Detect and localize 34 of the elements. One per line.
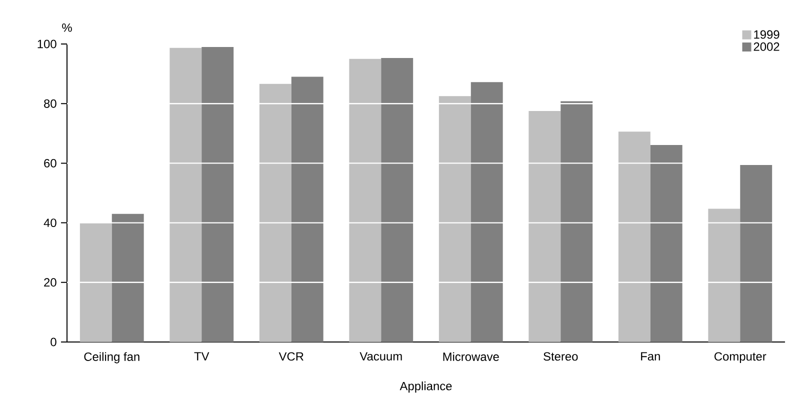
bar — [618, 132, 650, 342]
x-tick-label: Computer — [714, 352, 766, 364]
x-tick-label: Vacuum — [360, 352, 402, 361]
bar — [438, 96, 471, 342]
legend-label: 2002 — [754, 42, 780, 51]
bar — [528, 111, 561, 342]
y-tick-label: 60 — [44, 158, 56, 168]
y-tick-label: 20 — [44, 278, 56, 287]
x-tick-label: Stereo — [544, 352, 578, 361]
x-tick-label: TV — [194, 352, 210, 360]
bar — [80, 222, 112, 342]
x-tick-label: Fan — [641, 352, 660, 361]
bar — [291, 76, 324, 342]
bar — [170, 48, 202, 342]
y-tick-label: 40 — [44, 218, 56, 228]
legend-label: 1999 — [754, 30, 780, 39]
bar — [349, 58, 382, 342]
x-tick-label: VCR — [278, 352, 304, 361]
y-tick-label: 80 — [44, 99, 56, 108]
x-tick-label: Microwave — [443, 352, 499, 361]
bar — [112, 214, 144, 342]
bar — [470, 82, 503, 342]
x-tick-label: Ceiling fan — [84, 352, 140, 364]
x-axis-title: Appliance — [400, 382, 452, 393]
y-tick-label: 0 — [50, 338, 56, 346]
bar — [650, 145, 682, 342]
bar — [202, 46, 234, 342]
bar — [740, 164, 772, 342]
bar — [560, 101, 593, 342]
y-axis-title: % — [62, 23, 72, 32]
y-tick-label: 100 — [38, 40, 56, 48]
bar — [708, 208, 740, 342]
bar — [381, 58, 414, 342]
bar — [259, 84, 292, 342]
